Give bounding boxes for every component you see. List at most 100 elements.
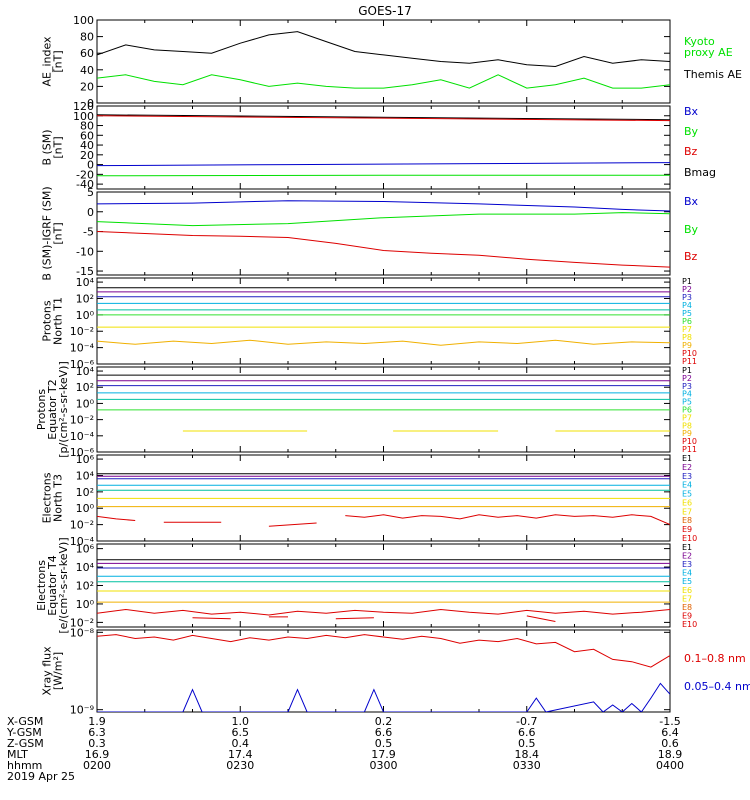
series-line [335,617,374,620]
legend-label: E4 [682,569,692,578]
y-tick-label: 10⁻⁶ [70,358,95,371]
series-line [97,174,670,177]
panel-frame [96,19,671,104]
y-tick-label: 10⁻⁴ [70,535,95,548]
y-axis-label: ProtonsNorth T1 [41,297,65,345]
x-axis-value: 0.2 [375,715,393,728]
legend-label: E5 [682,577,692,586]
y-tick-label: 10⁻² [70,519,94,532]
series-line [97,114,670,121]
y-axis-label: AE_index[nT] [41,36,65,87]
legend-label: P5 [682,398,692,407]
x-axis-value: 0.3 [88,737,106,750]
series-line [97,115,670,122]
x-axis-value: 0.5 [375,737,393,750]
y-axis-label: ProtonsEquator T2[p/(cm²-s-sr-keV)] [35,361,70,458]
y-tick-label: -20 [76,168,94,181]
series-line [97,31,670,68]
x-axis-row-label: X-GSM [7,715,43,728]
series-line [97,200,670,212]
legend-label: E8 [682,603,692,612]
y-tick-label: 10⁻² [70,616,94,629]
y-tick-label: 10² [76,381,94,394]
y-tick-label: 10⁻⁸ [70,626,95,639]
legend-label: E8 [682,516,692,525]
y-tick-label: 0 [87,159,94,172]
panel-frame [96,543,671,628]
legend-label: P5 [682,309,692,318]
legend-label: P1 [682,277,692,286]
y-axis-label: ElectronsNorth T3 [41,472,65,523]
y-tick-label: 120 [73,100,94,113]
x-axis-value: 18.4 [515,748,540,761]
y-tick-label: -40 [76,178,94,191]
series-line [97,339,670,346]
panel-4: 10⁻⁶ 10⁻⁴ 10⁻² 10⁰ 10² 10⁴ ProtonsNorth T1 P1P2… [41,276,698,371]
legend-label: E6 [682,498,692,507]
legend-label: P10 [682,349,697,358]
legend-label: E2 [682,552,692,561]
y-tick-label: -15 [76,265,94,278]
y-tick-label: 40 [80,64,94,77]
y-tick-label: 10² [76,486,94,499]
legend-label: P7 [682,325,692,334]
legend-label: P8 [682,421,692,430]
x-axis-value: 1.0 [232,715,250,728]
legend-label: Kyoto proxy AE [684,35,733,59]
y-tick-label: 10⁰ [76,309,95,322]
y-tick-label: 10² [76,580,94,593]
x-axis-value: 6.6 [518,726,536,739]
y-tick-label: 40 [80,139,94,152]
legend-label: E10 [682,534,697,543]
y-tick-label: 10² [76,292,94,305]
x-axis-table: X-GSM 1.9 1.0 0.2 -0.7 -1.5 Y-GSM 6.3 6.5 6.6 6.6 6… [6,715,684,783]
y-tick-label: 0 [87,97,94,110]
x-axis-value: 1.9 [88,715,106,728]
y-tick-label: 10⁻⁴ [70,430,95,443]
x-axis-value: 17.4 [228,748,253,761]
y-tick-label: 10⁻² [70,414,94,427]
panel-frame [96,629,671,713]
series-line [345,514,670,526]
legend-label: P6 [682,406,692,415]
x-axis-value: 0400 [656,759,684,772]
y-tick-label: -10 [76,245,94,258]
x-axis-value: 0300 [370,759,398,772]
series-line [97,682,670,712]
series-line [526,615,556,622]
y-axis-label: B (SM)-IGRF (SM)[nT] [41,186,65,280]
legend-label: E4 [682,481,692,490]
x-axis-value: 0.6 [661,737,679,750]
y-tick-label: 80 [80,31,94,44]
legend-label: P11 [682,445,697,454]
series-line [268,522,317,527]
legend-label: E3 [682,560,692,569]
y-tick-label: 10⁻⁴ [70,342,95,355]
series-line [192,617,231,620]
legend-label: P10 [682,437,697,446]
series-line [97,515,136,521]
legend-label: P1 [682,366,692,375]
y-tick-label: 10⁶ [76,453,95,466]
y-tick-label: 60 [80,47,94,60]
panel-7: 10⁻² 10⁰ 10² 10⁴ 10⁶ ElectronsEquator T4[e/(c… [35,537,697,633]
y-tick-label: 0 [87,206,94,219]
legend-label: 0.1–0.8 nm [684,652,746,665]
y-tick-label: 100 [73,110,94,123]
legend-label: P7 [682,413,692,422]
x-axis-value: 0330 [513,759,541,772]
x-axis-value: 0.4 [232,737,250,750]
x-axis-value: 6.5 [232,726,250,739]
legend-label: Bx [684,195,699,208]
y-tick-label: 10⁻⁹ [70,704,94,717]
x-axis-row-label: MLT [7,748,28,761]
legend-label: By [684,125,699,138]
panel-5: 10⁻⁶ 10⁻⁴ 10⁻² 10⁰ 10² 10⁴ ProtonsEquator T2[p… [35,361,697,459]
y-axis-label: B (SM)[nT] [41,129,65,165]
y-tick-label: 10⁻² [70,325,94,338]
panel-3: -15 -10 -5 0 5 B (SM)-IGRF (SM)[nT] Bx By Bz [41,186,699,281]
legend-label: P9 [682,429,692,438]
